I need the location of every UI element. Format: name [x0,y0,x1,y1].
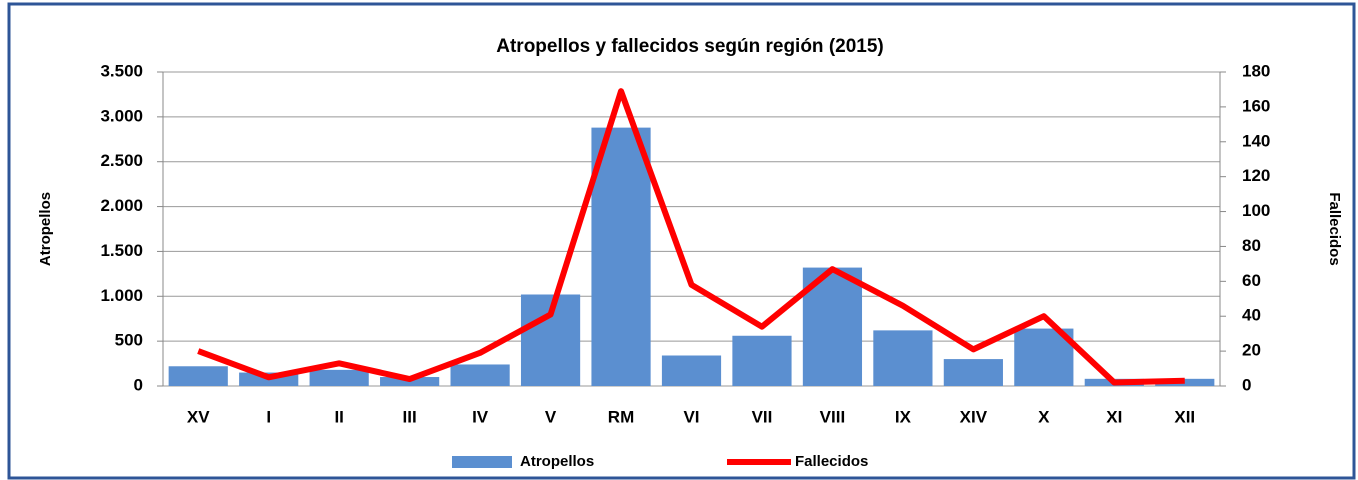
legend-label: Atropellos [520,453,594,470]
x-tick-label: XI [1106,407,1122,426]
y-tick-label: 1.500 [100,241,143,260]
x-tick-label: VII [752,407,773,426]
x-tick-label: RM [608,407,634,426]
y2-tick-label: 0 [1242,375,1251,394]
y-tick-label: 2.500 [100,151,143,170]
y-tick-label: 0 [134,375,143,394]
bar [661,355,722,386]
x-tick-label: V [545,407,557,426]
y2-tick-label: 40 [1242,306,1261,325]
y-tick-label: 1.000 [100,286,143,305]
y-tick-label: 2.000 [100,196,143,215]
y2-axis-label: Fallecidos [1326,192,1343,265]
chart-title: Atropellos y fallecidos según región (20… [496,36,884,57]
y2-tick-label: 60 [1242,271,1261,290]
y-tick-label: 500 [115,331,143,350]
bar [732,335,792,386]
y2-tick-label: 120 [1242,166,1270,185]
bar [591,127,651,386]
y2-tick-label: 140 [1242,131,1270,150]
line [197,88,1185,386]
bar [168,366,228,386]
bar [943,359,1003,386]
x-tick-label: XIV [960,407,988,426]
y-tick-label: 3.000 [100,106,143,125]
x-tick-label: VI [683,407,699,426]
y2-tick-label: 80 [1242,236,1261,255]
x-tick-label: XII [1174,407,1195,426]
x-tick-label: VIII [820,407,846,426]
frame [7,2,1356,480]
y2-tick-label: 100 [1242,201,1270,220]
y2-tick-label: 160 [1242,96,1270,115]
bar [309,369,369,386]
y-axis-label: Atropellos [37,192,54,266]
legend-swatch [452,456,512,468]
bar [450,364,510,386]
x-tick-label: IV [472,407,489,426]
x-tick-label: I [266,407,271,426]
y2-tick-label: 180 [1242,61,1270,80]
y2-tick-label: 20 [1242,341,1261,360]
x-tick-label: X [1038,407,1050,426]
bar [873,330,933,386]
x-tick-label: III [403,407,417,426]
x-tick-label: IX [895,407,912,426]
y-tick-label: 3.500 [100,61,143,80]
legend-label: Fallecidos [795,453,868,470]
x-tick-label: XV [187,407,210,426]
x-tick-label: II [334,407,343,426]
